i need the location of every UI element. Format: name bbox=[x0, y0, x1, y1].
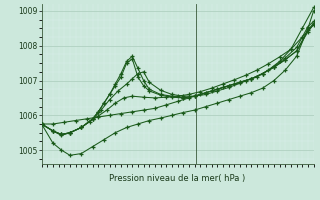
X-axis label: Pression niveau de la mer( hPa ): Pression niveau de la mer( hPa ) bbox=[109, 174, 246, 183]
